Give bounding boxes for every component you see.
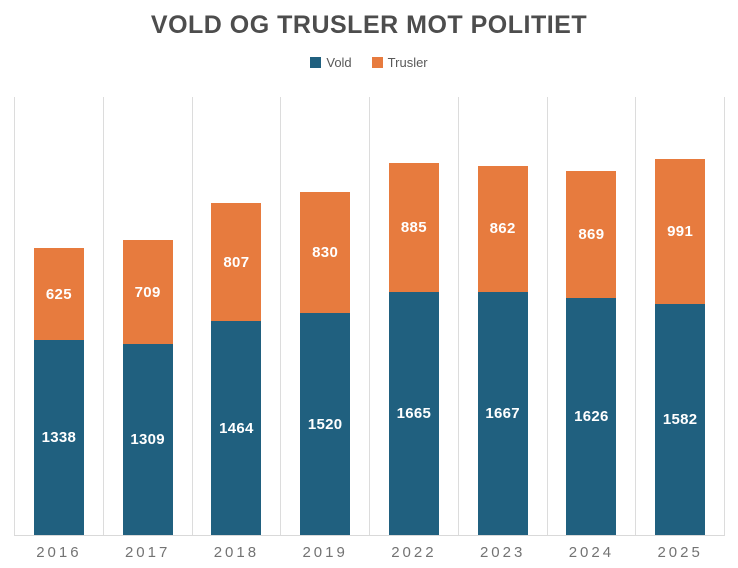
bar-segment-trusler-2018[interactable]: 807: [211, 203, 262, 322]
bar-segment-vold-2018[interactable]: 1464: [211, 321, 262, 535]
stacked-bar-2023[interactable]: 862 1667: [477, 165, 528, 535]
value-label-vold-2016: 1338: [41, 428, 77, 446]
x-axis-label-2025: 2025: [657, 544, 703, 561]
bar-segment-vold-2022[interactable]: 1665: [388, 291, 439, 535]
bar-segment-vold-2025[interactable]: 1582: [655, 304, 706, 535]
bar-segment-trusler-2017[interactable]: 709: [122, 240, 173, 344]
x-axis-label-2019: 2019: [302, 544, 348, 561]
legend-label-vold: Vold: [326, 55, 352, 70]
x-axis-label-2017: 2017: [124, 544, 171, 561]
legend: Vold Trusler: [0, 55, 738, 70]
bar-column-2016: 625 1338 2016: [14, 97, 103, 561]
value-label-trusler-2025: 991: [667, 223, 694, 241]
value-label-trusler-2016: 625: [45, 285, 72, 303]
bar-segment-trusler-2024[interactable]: 869: [566, 170, 617, 298]
stacked-bar-2019[interactable]: 830 1520: [300, 191, 351, 535]
stacked-bar-2025[interactable]: 991 1582: [655, 159, 706, 535]
bar-column-2017: 709 1309 2017: [102, 97, 192, 561]
stacked-bar-2017[interactable]: 709 1309: [122, 240, 173, 535]
value-label-trusler-2018: 807: [223, 253, 250, 271]
bar-segment-vold-2017[interactable]: 1309: [122, 343, 173, 535]
legend-item-vold[interactable]: Vold: [310, 55, 352, 70]
bar-segment-vold-2023[interactable]: 1667: [477, 291, 528, 535]
value-label-trusler-2017: 709: [134, 283, 161, 301]
value-label-vold-2022: 1665: [396, 404, 432, 422]
value-label-vold-2023: 1667: [485, 404, 520, 422]
value-label-trusler-2019: 830: [312, 244, 339, 261]
legend-swatch-vold-icon: [310, 57, 322, 68]
bar-column-2024: 869 1626 2024: [546, 97, 636, 561]
bar-segment-trusler-2025[interactable]: 991: [655, 159, 706, 305]
x-axis-label-2016: 2016: [36, 544, 82, 561]
bar-segment-vold-2016[interactable]: 1338: [33, 339, 84, 535]
bar-column-2019: 830 1520 2019: [280, 97, 369, 561]
stacked-bar-2022[interactable]: 885 1665: [388, 162, 439, 535]
value-label-vold-2017: 1309: [130, 430, 165, 448]
bar-column-2025: 991 1582 2025: [635, 97, 724, 561]
stacked-bar-2018[interactable]: 807 1464: [211, 203, 262, 535]
legend-label-trusler: Trusler: [387, 55, 428, 70]
bar-segment-trusler-2016[interactable]: 625: [33, 248, 84, 340]
chart-title: VOLD OG TRUSLER MOT POLITIET: [150, 11, 588, 39]
value-label-trusler-2022: 885: [400, 218, 427, 236]
legend-swatch-trusler-icon: [371, 57, 383, 68]
x-axis-label-2023: 2023: [479, 544, 526, 561]
plot-area: 625 1338 2016 709 1309 2017 807 1464 2018 830 1520…: [14, 97, 725, 561]
stacked-bar-2024[interactable]: 869 1626: [566, 170, 617, 535]
value-label-vold-2019: 1520: [307, 415, 343, 433]
x-axis-label-2018: 2018: [213, 544, 260, 561]
bar-segment-trusler-2023[interactable]: 862: [477, 165, 528, 292]
bar-column-2018: 807 1464 2018: [191, 97, 281, 561]
bar-segment-trusler-2022[interactable]: 885: [388, 162, 439, 292]
value-label-vold-2024: 1626: [574, 407, 609, 425]
value-label-vold-2025: 1582: [662, 411, 698, 429]
stacked-bar-2016[interactable]: 625 1338: [33, 248, 84, 535]
bar-column-2022: 885 1665 2022: [369, 97, 458, 561]
bar-segment-vold-2019[interactable]: 1520: [300, 313, 351, 535]
bar-column-2023: 862 1667 2023: [457, 97, 547, 561]
value-label-vold-2018: 1464: [219, 419, 254, 437]
legend-item-trusler[interactable]: Trusler: [371, 55, 428, 70]
value-label-trusler-2024: 869: [578, 225, 605, 243]
bar-segment-trusler-2019[interactable]: 830: [300, 191, 351, 314]
x-axis-label-2024: 2024: [568, 544, 615, 561]
bar-segment-vold-2024[interactable]: 1626: [566, 297, 617, 535]
value-label-trusler-2023: 862: [489, 220, 516, 238]
x-axis-label-2022: 2022: [391, 544, 437, 561]
